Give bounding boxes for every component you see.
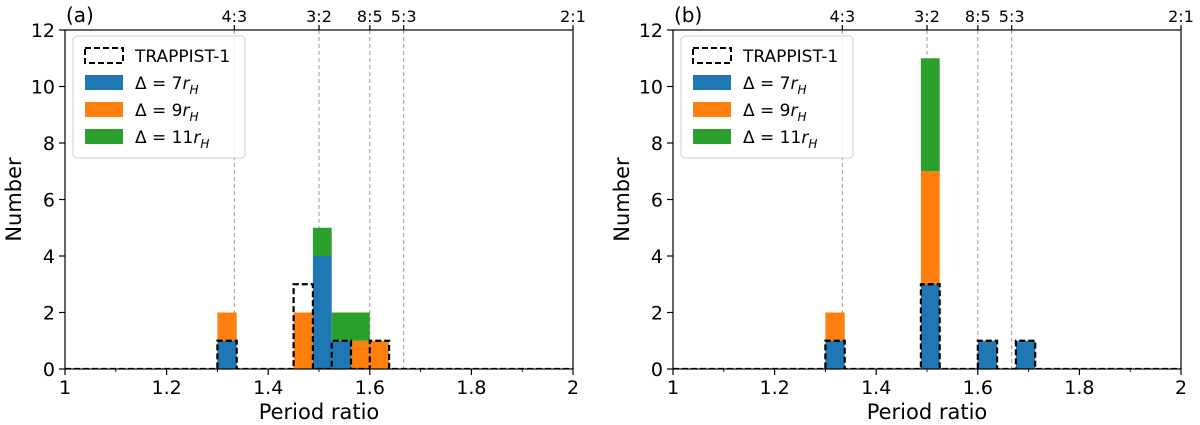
resonance-label: 4:3 (829, 7, 855, 26)
bar-series-2 (920, 171, 940, 285)
resonance-label: 2:1 (560, 7, 586, 26)
chart-panel-b: 1 1.2 1.4 1.6 1.8 2 0 2 4 6 8 10 12 4:3 3:2 8:5 5:3 2:1 (b… (610, 3, 1194, 424)
legend-swatch (693, 129, 731, 144)
resonance-label: 3:2 (306, 7, 332, 26)
legend: TRAPPIST-1 Δ = 7rH Δ = 9rH Δ = 11rH (680, 35, 854, 159)
legend-label: Δ = 9rH (743, 101, 807, 124)
bar-series-1 (825, 340, 845, 369)
chart-panel-a: 1 1.2 1.4 1.6 1.8 2 0 2 4 6 8 10 12 4:3 3:2 8:5 5:3 2:1 (a… (2, 3, 586, 424)
legend-label: TRAPPIST-1 (742, 47, 838, 67)
y-tick-label: 8 (651, 133, 663, 155)
plot-area (65, 30, 573, 369)
legend-label: Δ = 11rH (743, 128, 817, 151)
bar-series-1 (331, 340, 352, 369)
x-axis-label: Period ratio (259, 400, 380, 424)
legend-label: Δ = 9rH (135, 101, 199, 124)
y-tick-label: 10 (639, 77, 663, 99)
legend-box (72, 35, 246, 159)
x-tick-label: 1.6 (355, 377, 385, 399)
y-tick-label: 0 (43, 359, 55, 381)
y-tick-label: 10 (31, 77, 55, 99)
bar-series-3 (920, 58, 940, 172)
bar-series-3 (331, 312, 352, 341)
y-tick-label: 6 (651, 190, 663, 212)
panel-label: (b) (674, 3, 702, 27)
x-tick-label: 1.8 (456, 377, 486, 399)
bar-series-2 (351, 340, 370, 369)
y-tick-label: 4 (651, 246, 663, 268)
legend-swatch (85, 129, 123, 144)
legend-swatch-outline (84, 47, 124, 64)
bar-series-3 (312, 227, 332, 256)
bar-series-2 (369, 340, 390, 369)
legend-swatch (85, 75, 123, 90)
y-tick-label: 12 (31, 20, 55, 42)
legend-swatch-outline (692, 47, 732, 64)
x-axis-label: Period ratio (867, 400, 988, 424)
bar-series-1 (977, 340, 998, 369)
panel-label: (a) (66, 3, 94, 27)
x-tick-label: 1.2 (759, 377, 789, 399)
y-tick-label: 4 (43, 246, 55, 268)
resonance-label: 8:5 (965, 7, 991, 26)
resonance-label: 2:1 (1168, 7, 1194, 26)
plot-area (673, 30, 1181, 369)
legend-label: Δ = 11rH (135, 128, 209, 151)
x-tick-label: 1.2 (151, 377, 181, 399)
bar-series-3 (351, 312, 370, 341)
x-tick-label: 1.4 (253, 377, 283, 399)
bar-series-1 (217, 340, 237, 369)
y-tick-label: 8 (43, 133, 55, 155)
y-tick-label: 0 (651, 359, 663, 381)
legend-box (680, 35, 854, 159)
resonance-label: 3:2 (914, 7, 940, 26)
y-axis-label: Number (610, 157, 634, 242)
legend-swatch (693, 102, 731, 117)
resonance-label: 5:3 (391, 7, 417, 26)
x-tick-label: 2 (1175, 377, 1187, 399)
trappist-outline (673, 283, 1181, 369)
y-tick-label: 2 (651, 303, 663, 325)
x-tick-label: 1 (59, 377, 71, 399)
x-tick-label: 1 (667, 377, 679, 399)
resonance-label: 8:5 (357, 7, 383, 26)
bar-series-1 (1015, 340, 1036, 369)
bar-series-2 (217, 312, 237, 341)
y-tick-label: 12 (639, 20, 663, 42)
y-axis-label: Number (2, 157, 26, 242)
x-tick-label: 2 (567, 377, 579, 399)
legend-swatch (85, 102, 123, 117)
legend-label: TRAPPIST-1 (134, 47, 230, 67)
resonance-label: 4:3 (221, 7, 247, 26)
legend-label: Δ = 7rH (743, 74, 807, 97)
bar-series-1 (920, 284, 940, 369)
legend: TRAPPIST-1 Δ = 7rH Δ = 9rH Δ = 11rH (72, 35, 246, 159)
legend-label: Δ = 7rH (135, 74, 199, 97)
x-tick-label: 1.8 (1064, 377, 1094, 399)
y-tick-label: 2 (43, 303, 55, 325)
bar-series-1 (312, 256, 332, 369)
x-tick-label: 1.4 (861, 377, 891, 399)
resonance-label: 5:3 (999, 7, 1025, 26)
x-tick-label: 1.6 (963, 377, 993, 399)
bar-series-2 (293, 312, 313, 369)
legend-swatch (693, 75, 731, 90)
y-tick-label: 6 (43, 190, 55, 212)
bar-series-2 (825, 312, 845, 341)
